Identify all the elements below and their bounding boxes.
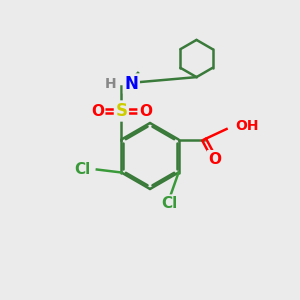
Text: Cl: Cl (75, 162, 91, 177)
Text: Cl: Cl (161, 196, 178, 211)
Text: O: O (208, 152, 221, 166)
Text: S: S (116, 102, 128, 120)
Text: O: O (91, 103, 104, 118)
Text: H: H (105, 77, 117, 91)
Text: N: N (124, 75, 138, 93)
Text: OH: OH (235, 119, 259, 133)
Text: O: O (139, 103, 152, 118)
